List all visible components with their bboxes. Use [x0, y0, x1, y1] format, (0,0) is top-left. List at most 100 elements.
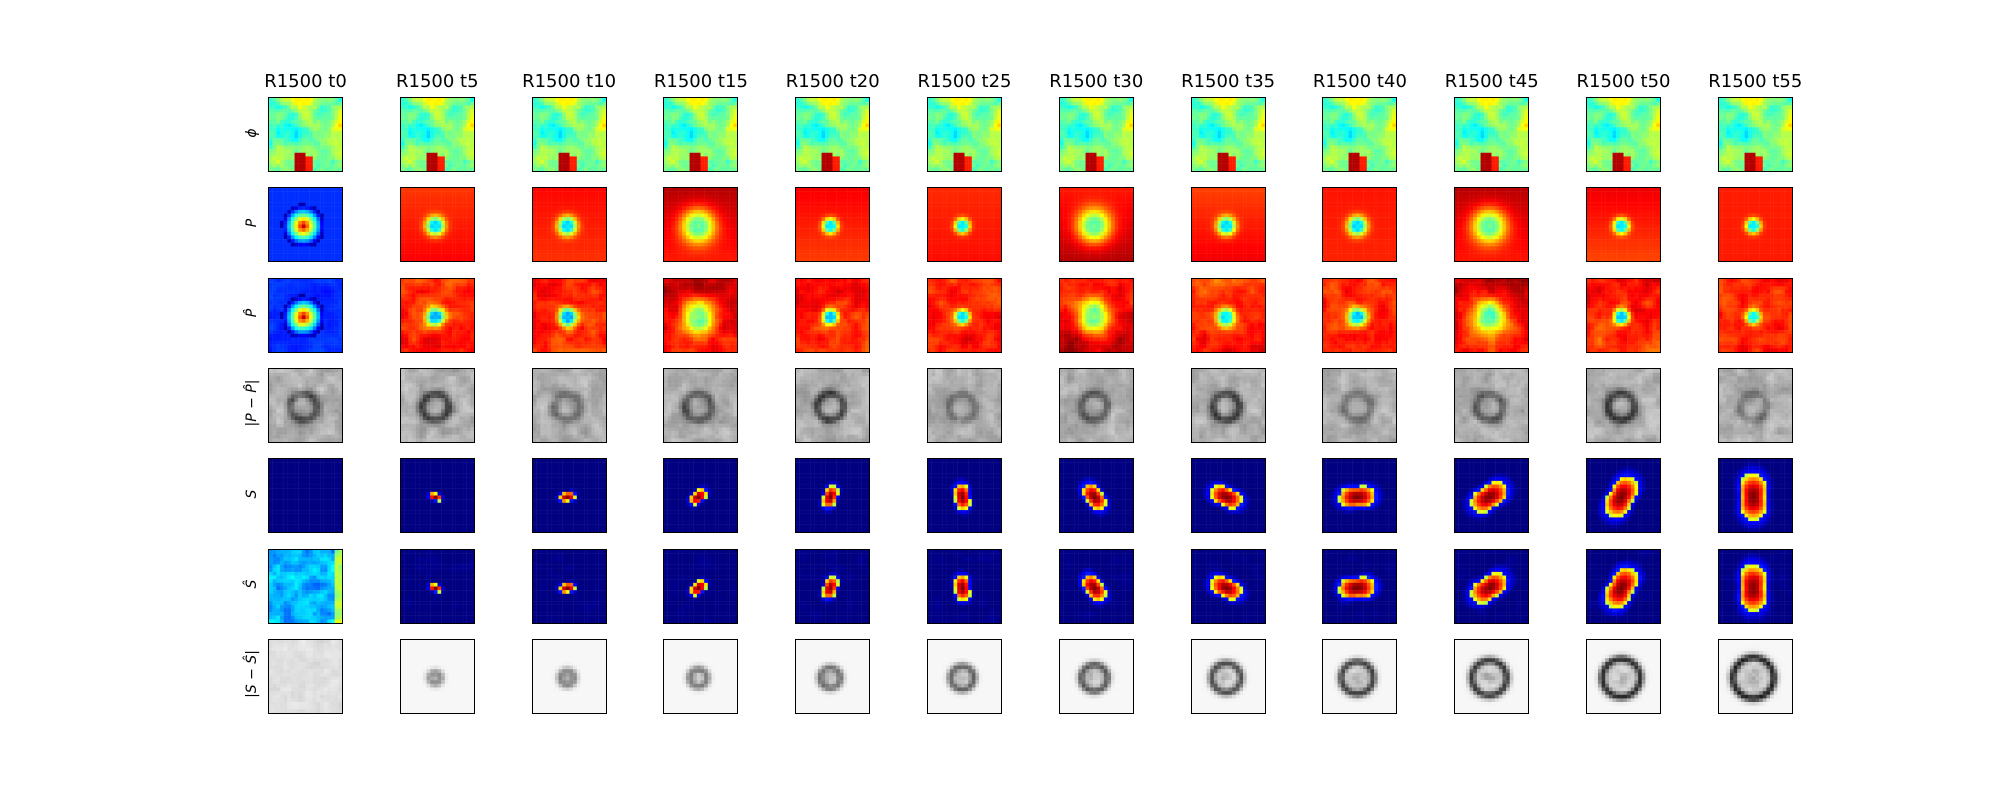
heatmap-cell — [678, 156, 683, 161]
heatmap-cell — [1645, 145, 1650, 150]
heatmap-cell — [1067, 160, 1071, 164]
heatmap-cell — [796, 149, 801, 153]
heatmap-cell — [440, 112, 445, 117]
heatmap-cell — [1726, 130, 1730, 135]
heatmap-cell — [301, 202, 306, 207]
heatmap-cell — [979, 141, 983, 146]
heatmap-cell — [1125, 119, 1130, 124]
heatmap-cell — [671, 105, 676, 110]
heatmap-cell — [1608, 156, 1613, 161]
heatmap-cell — [466, 119, 471, 124]
heatmap-cell — [1784, 130, 1789, 135]
heatmap-cell — [536, 163, 541, 168]
heatmap-cell — [1114, 145, 1119, 150]
heatmap-cell — [1118, 141, 1123, 146]
heatmap-cell — [1520, 112, 1525, 117]
heatmap-cell — [1096, 130, 1101, 135]
heatmap-cell — [1517, 149, 1522, 153]
heatmap-cell — [1491, 134, 1496, 139]
heatmap-cell — [408, 160, 412, 164]
heatmap-cell — [1367, 101, 1372, 106]
heatmap-cell — [1587, 152, 1591, 157]
heatmap-cell — [1081, 141, 1086, 146]
heatmap-cell — [942, 138, 947, 142]
heatmap-cell — [964, 152, 969, 157]
heatmap-cell — [829, 167, 833, 171]
heatmap-cell — [1337, 167, 1342, 171]
heatmap-cell — [411, 123, 416, 128]
heatmap-cell — [444, 130, 449, 135]
heatmap-cell — [1623, 138, 1628, 142]
heatmap-cell — [700, 160, 705, 164]
heatmap-cell — [1755, 108, 1760, 113]
heatmap-cell — [1070, 138, 1075, 142]
heatmap-cell — [1110, 167, 1115, 171]
heatmap-cell — [1341, 134, 1346, 139]
heatmap-cell — [429, 141, 434, 146]
heatmap-cell — [1118, 127, 1123, 132]
heatmap-cell — [561, 112, 566, 117]
heatmap-cell — [1118, 119, 1123, 124]
heatmap-cell — [1367, 130, 1372, 135]
heatmap-cell — [682, 127, 687, 132]
heatmap-cell — [818, 141, 822, 146]
heatmap-cell — [1220, 130, 1225, 135]
heatmap-cell — [426, 138, 431, 142]
heatmap-cell — [1118, 105, 1123, 110]
heatmap-cell — [850, 134, 855, 139]
heatmap-cell — [836, 163, 841, 168]
heatmap-cell — [697, 156, 702, 161]
heatmap-cell — [1125, 160, 1130, 164]
heatmap-cell — [411, 134, 416, 139]
heatmap-cell — [949, 130, 954, 135]
heatmap-cell — [1195, 98, 1200, 102]
heatmap-cell — [419, 156, 423, 161]
heatmap-cell — [301, 210, 306, 215]
heatmap-cell — [1121, 105, 1126, 110]
heatmap-cell — [1220, 138, 1225, 142]
heatmap-cell — [730, 108, 734, 113]
heatmap-cell — [334, 202, 339, 207]
heatmap-cell — [1729, 152, 1734, 157]
heatmap-cell — [1202, 116, 1207, 121]
heatmap-cell — [323, 199, 328, 204]
heatmap-cell — [1348, 145, 1353, 150]
heatmap-cell — [1517, 167, 1522, 171]
heatmap-cell — [1067, 156, 1071, 161]
heatmap-cell — [312, 188, 317, 193]
heatmap-cell — [320, 191, 324, 196]
heatmap-cell — [818, 127, 822, 132]
heatmap-cell — [1246, 149, 1251, 153]
heatmap-cell — [1191, 167, 1196, 171]
heatmap-cell — [810, 116, 815, 121]
row-label: |S − Ŝ| — [244, 639, 260, 709]
heatmap-cell — [276, 98, 281, 102]
heatmap-cell — [1359, 134, 1364, 139]
heatmap-cell — [1337, 101, 1342, 106]
heatmap-cell — [444, 127, 449, 132]
heatmap-cell — [1773, 163, 1778, 168]
heatmap-cell — [287, 206, 292, 211]
heatmap-cell — [1594, 134, 1599, 139]
heatmap-cell — [316, 149, 321, 153]
heatmap-cell — [839, 116, 844, 121]
heatmap-cell — [1509, 116, 1514, 121]
heatmap-cell — [799, 105, 804, 110]
heatmap-cell — [1085, 152, 1090, 157]
heatmap-cell — [675, 160, 680, 164]
heatmap-cell — [818, 138, 822, 142]
heatmap-cell — [437, 108, 442, 113]
heatmap-cell — [971, 119, 976, 124]
heatmap-cell — [298, 108, 303, 113]
heatmap-cell — [1737, 127, 1741, 132]
heatmap-cell — [829, 98, 833, 102]
heatmap-cell — [1784, 163, 1789, 168]
heatmap-cell — [1619, 152, 1624, 157]
heatmap-cell — [1484, 145, 1489, 150]
heatmap-cell — [1334, 138, 1339, 142]
heatmap-cell — [686, 149, 691, 153]
heatmap-cell — [832, 152, 837, 157]
heatmap-cell — [1455, 123, 1460, 128]
heatmap-cell — [1480, 141, 1485, 146]
heatmap-cell — [539, 149, 544, 153]
